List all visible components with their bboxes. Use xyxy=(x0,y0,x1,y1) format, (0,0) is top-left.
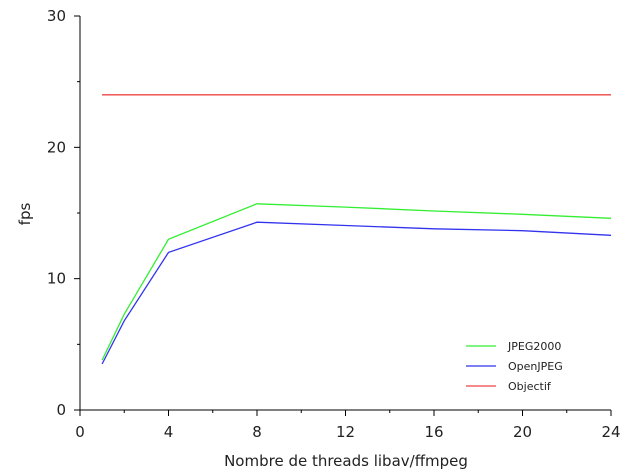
y-tick-label-20: 20 xyxy=(47,138,66,156)
legend-label-objectif: Objectif xyxy=(508,380,552,393)
x-tick-label-8: 8 xyxy=(252,423,262,441)
y-tick-label-0: 0 xyxy=(56,401,66,419)
legend-label-jpeg2000: JPEG2000 xyxy=(507,340,561,353)
series-line-openjpeg xyxy=(101,221,612,365)
series-lines xyxy=(101,94,612,365)
series-line-jpeg2000 xyxy=(101,203,612,361)
legend: JPEG2000 OpenJPEG Objectif xyxy=(466,340,563,393)
x-tick-label-16: 16 xyxy=(424,423,443,441)
x-tick-label-0: 0 xyxy=(75,423,85,441)
x-axis-title: Nombre de threads libav/ffmpeg xyxy=(224,452,468,470)
x-tick-label-4: 4 xyxy=(164,423,174,441)
y-axis-title: fps xyxy=(16,203,34,226)
axes: 0 4 8 12 16 20 24 0 10 20 30 xyxy=(47,7,621,441)
legend-label-openjpeg: OpenJPEG xyxy=(508,360,563,373)
y-tick-label-30: 30 xyxy=(47,7,66,25)
x-tick-label-12: 12 xyxy=(336,423,355,441)
y-tick-label-10: 10 xyxy=(47,270,66,288)
x-tick-label-24: 24 xyxy=(601,423,620,441)
x-tick-label-20: 20 xyxy=(513,423,532,441)
